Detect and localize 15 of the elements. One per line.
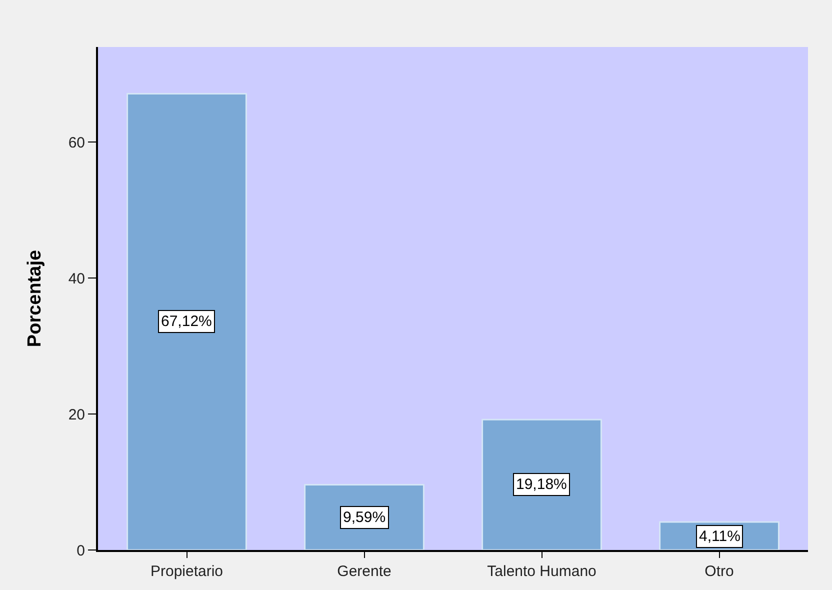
data-label: 67,12% [161,313,212,330]
y-axis-title: Porcentaje [24,250,46,348]
y-tick-label: 0 [76,542,85,560]
bar [482,418,602,550]
x-tick-label: Talento Humano [487,563,596,580]
y-tick-label: 60 [68,134,85,152]
data-label: 19,18% [516,476,567,493]
data-label: 4,11% [699,528,740,545]
data-label: 9,59% [343,509,386,526]
bar [126,93,247,550]
y-tick-label: 40 [68,270,85,288]
x-tick-label: Propietario [150,563,224,580]
x-tick-label: Gerente [337,563,392,580]
y-tick-label: 20 [68,406,85,424]
x-tick-label: Otro [704,563,734,580]
